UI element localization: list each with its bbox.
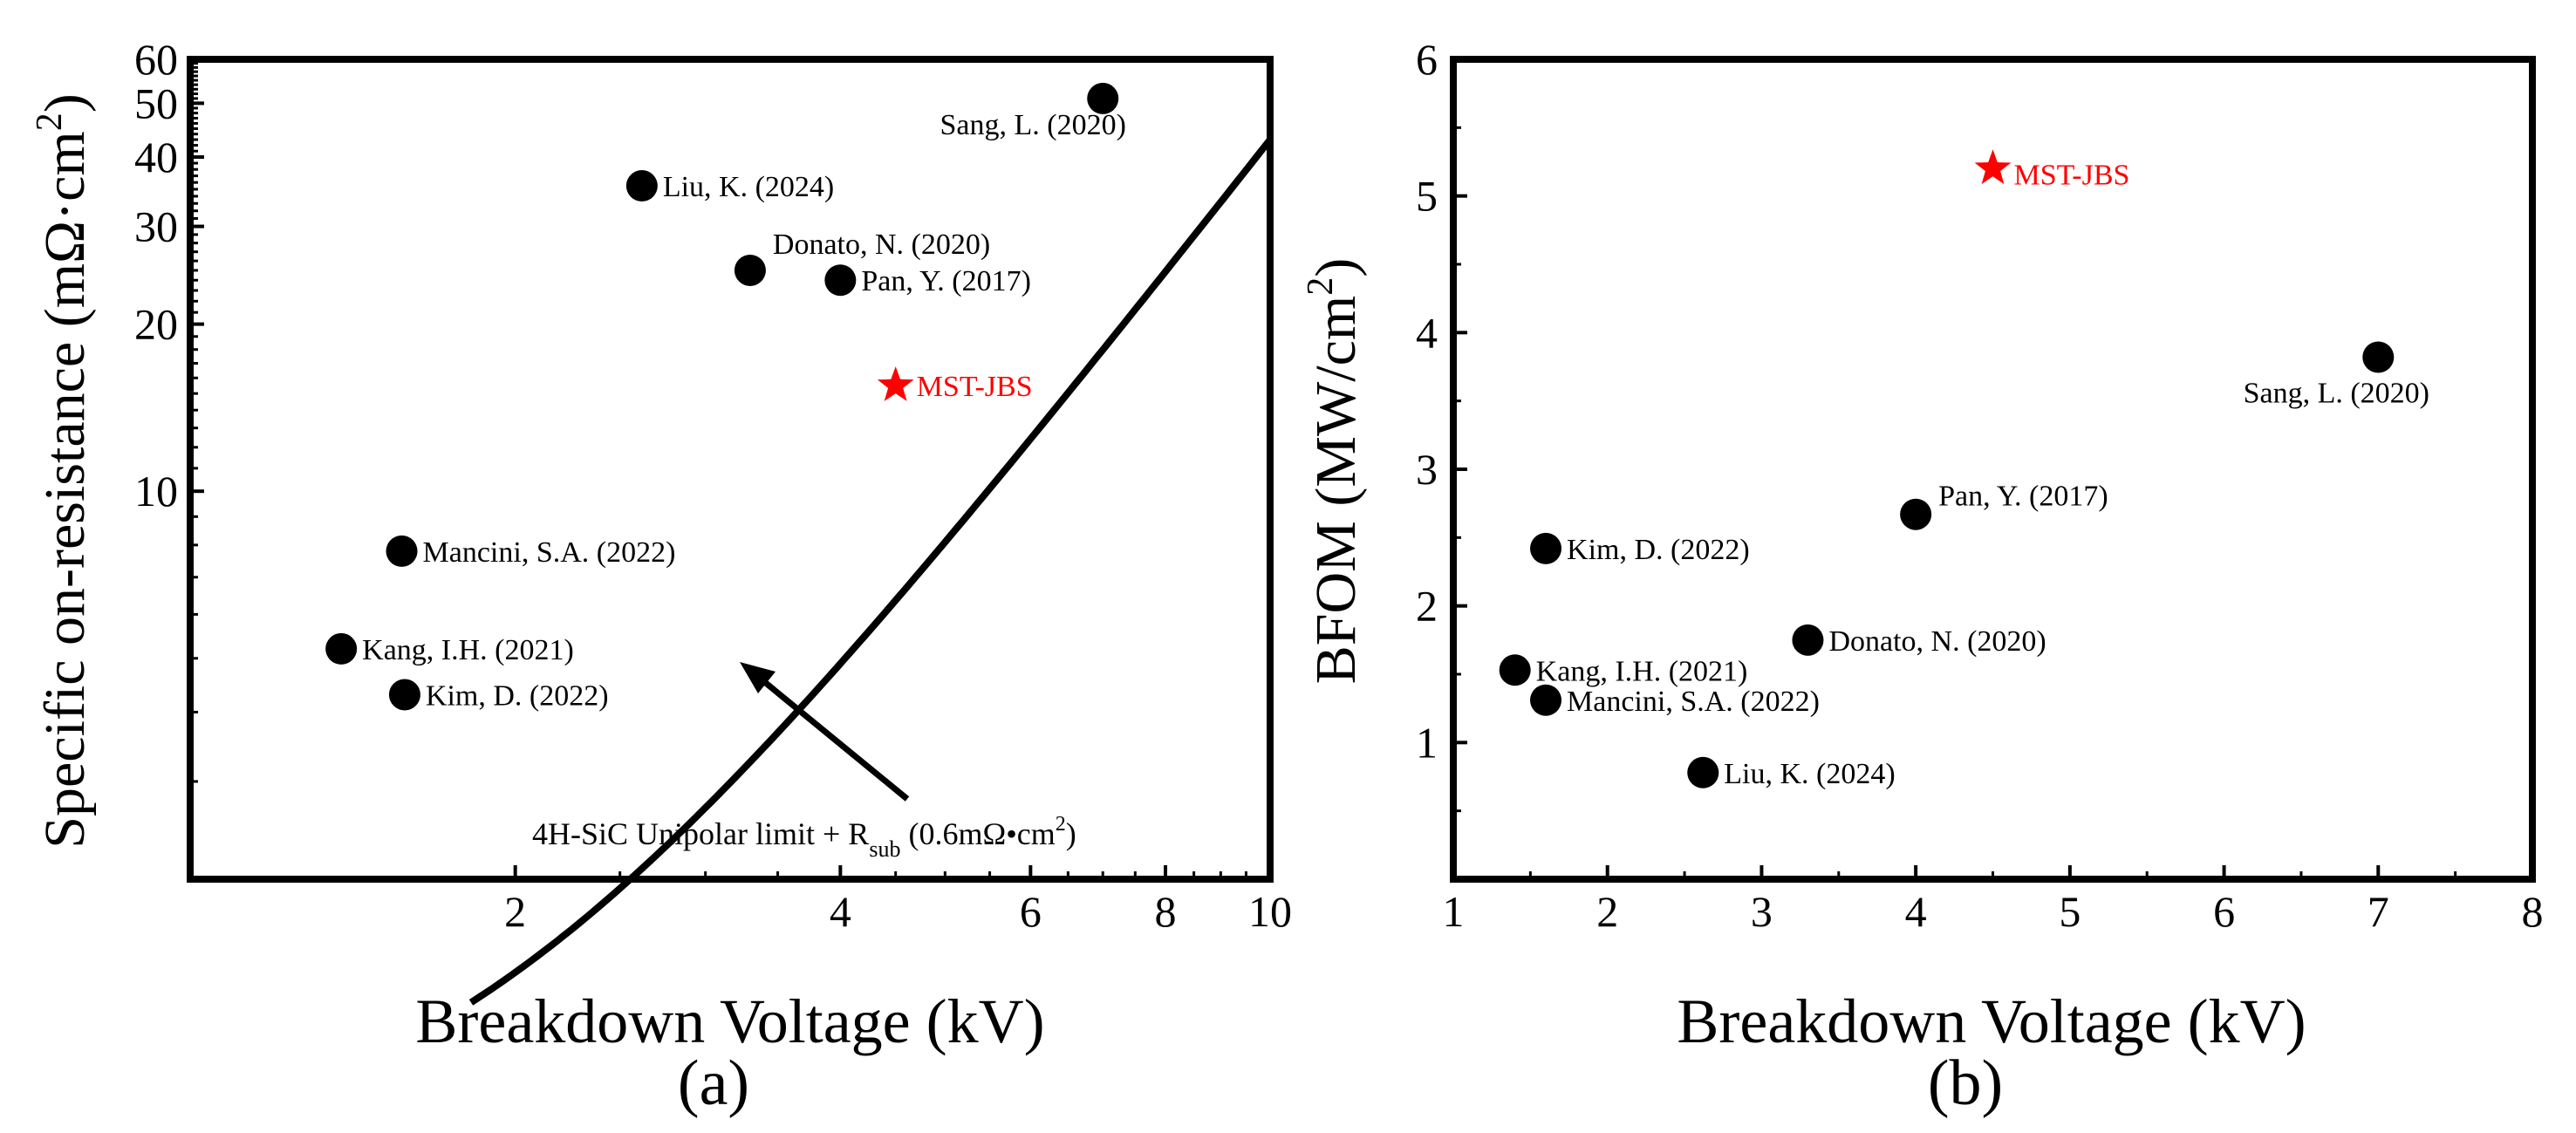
axes-frame-b <box>1450 56 2536 883</box>
y-tick-label-b: 3 <box>1416 445 1438 494</box>
data-label-a: Donato, N. (2020) <box>773 229 990 261</box>
data-point-a <box>1087 82 1119 114</box>
ticks-b: 1 2 3 4 5 6 7 8 1 2 3 4 5 6 <box>1416 35 2544 936</box>
x-tick-label-b: 4 <box>1905 887 1927 936</box>
data-point-b <box>1499 654 1531 686</box>
x-tick-label-b: 1 <box>1443 887 1465 936</box>
x-tick-label-b: 7 <box>2368 887 2389 936</box>
x-tick-label-b: 8 <box>2522 887 2544 936</box>
y-tick-label-b: 2 <box>1416 582 1438 631</box>
mst-jbs-label-b: MST-JBS <box>2014 159 2130 191</box>
x-axis-label-b: Breakdown Voltage (kV) <box>1677 986 2306 1056</box>
y-tick-label-b: 6 <box>1416 35 1438 84</box>
points-b: Sang, L. (2020) Pan, Y. (2017) Kim, D. (20… <box>1499 149 2429 790</box>
x-tick-label-a: 8 <box>1155 887 1177 936</box>
data-label-a: Kang, I.H. (2021) <box>362 634 574 666</box>
unipolar-limit-curve <box>468 137 1274 1006</box>
x-tick-label-a: 4 <box>830 887 851 936</box>
mst-jbs-star-a <box>877 366 914 401</box>
limit-arrow-head <box>740 662 776 693</box>
data-label-a: Liu, K. (2024) <box>663 171 834 203</box>
limit-annotation-arrow <box>755 673 910 802</box>
x-tick-label-a: 6 <box>1020 887 1042 936</box>
data-label-b: Kim, D. (2022) <box>1567 534 1750 566</box>
x-tick-label-a: 10 <box>1248 887 1292 936</box>
data-point-b <box>1687 756 1719 788</box>
y-tick-label-a: 30 <box>134 202 178 251</box>
panel-b: 1 2 3 4 5 6 7 8 1 2 3 4 5 6 Sang, L. (2020) Pan, Y. (2… <box>1301 35 2544 1119</box>
data-label-b: Sang, L. (2020) <box>2244 378 2429 410</box>
x-axis-label-a: Breakdown Voltage (kV) <box>415 986 1044 1056</box>
y-tick-label-a: 10 <box>134 467 178 515</box>
limit-annotation: 4H-SiC Unipolar limit + Rsub (0.6mΩ•cm2) <box>532 813 1076 862</box>
data-point-b <box>1530 532 1562 564</box>
panel-label-b: (b) <box>1928 1048 2003 1119</box>
data-label-a: Pan, Y. (2017) <box>861 265 1031 297</box>
data-point-a <box>625 170 658 202</box>
mst-jbs-label-a: MST-JBS <box>917 371 1033 403</box>
y-tick-label-b: 4 <box>1416 308 1438 357</box>
y-tick-label-b: 5 <box>1416 172 1438 221</box>
y-axis-label-a: Specific on-resistance (mΩ·cm2) <box>30 93 97 848</box>
data-point-b <box>1792 624 1824 656</box>
data-point-a <box>325 632 358 665</box>
points-a: Sang, L. (2020) Liu, K. (2024) Donato, N. … <box>325 82 1126 712</box>
data-point-b <box>2362 341 2395 373</box>
x-tick-label-a: 2 <box>504 887 526 936</box>
data-label-a: Sang, L. (2020) <box>940 109 1126 141</box>
y-axis-label-b: BFOM (MW/cm2) <box>1301 258 1368 684</box>
data-point-b <box>1900 498 1932 530</box>
mst-jbs-star-b <box>1974 149 2012 185</box>
data-label-b: Pan, Y. (2017) <box>1938 481 2108 513</box>
y-tick-label-a: 60 <box>134 35 178 84</box>
data-label-a: Kim, D. (2022) <box>426 679 609 712</box>
data-label-b: Mancini, S.A. (2022) <box>1567 686 1820 718</box>
x-tick-label-b: 2 <box>1596 887 1618 936</box>
data-point-a <box>386 535 418 567</box>
data-label-b: Donato, N. (2020) <box>1828 625 2046 658</box>
y-tick-label-b: 1 <box>1416 718 1438 767</box>
data-point-b <box>1530 684 1562 716</box>
data-label-b: Kang, I.H. (2021) <box>1536 655 1748 687</box>
y-tick-label-a: 40 <box>134 133 178 181</box>
x-tick-label-b: 3 <box>1751 887 1773 936</box>
x-tick-label-b: 6 <box>2213 887 2235 936</box>
data-point-a <box>388 679 420 711</box>
y-tick-label-a: 50 <box>134 78 178 127</box>
y-tick-label-a: 20 <box>134 300 178 349</box>
data-label-b: Liu, K. (2024) <box>1724 758 1895 790</box>
x-tick-label-b: 5 <box>2059 887 2081 936</box>
panel-label-a: (a) <box>678 1048 749 1119</box>
data-label-a: Mancini, S.A. (2022) <box>423 536 676 569</box>
data-point-a <box>824 264 857 297</box>
data-point-a <box>734 254 766 286</box>
